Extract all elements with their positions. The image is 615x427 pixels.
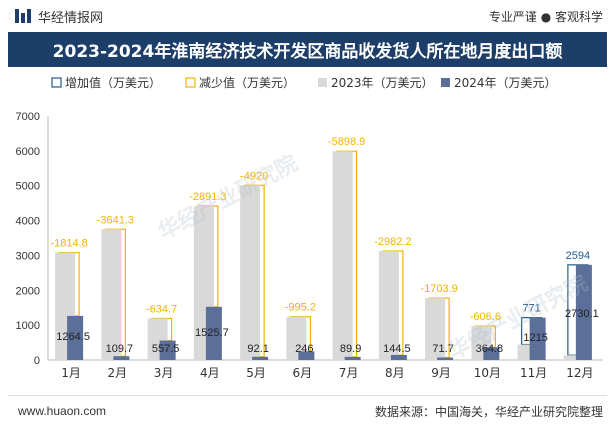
- x-tick-label: 9月: [431, 366, 451, 380]
- chart-area: 增加值（万美元） 减少值（万美元） 2023年（万美元） 2024年（万美元） 0 100…: [0, 68, 615, 390]
- value-label-2024: 89.9: [340, 343, 361, 355]
- change-label: -606.6: [470, 311, 501, 323]
- brand-logo-icon: [15, 9, 31, 23]
- footer-source: 数据来源：中国海关，华经产业研究院整理: [374, 405, 603, 419]
- bar-2023: [332, 151, 353, 360]
- value-label-2024: 92.1: [247, 343, 268, 355]
- legend-label: 减少值（万美元）: [199, 75, 295, 90]
- slogan: 专业严谨 ● 客观科学: [488, 10, 603, 24]
- legend-label: 2023年（万美元）: [331, 76, 434, 90]
- value-label-2024: 364.8: [476, 343, 504, 355]
- legend-swatch-increase: [51, 77, 62, 88]
- value-label-2024: 109.7: [106, 343, 134, 355]
- x-tick-label: 5月: [246, 366, 266, 380]
- bar-2024: [575, 264, 592, 360]
- value-label-2024: 246: [295, 343, 313, 355]
- bar-2024: [483, 347, 500, 360]
- legend-label: 2024年（万美元）: [454, 76, 557, 90]
- change-label: -634.7: [146, 303, 177, 315]
- x-tick-label: 7月: [339, 366, 359, 380]
- change-label: -2891.3: [189, 191, 226, 203]
- y-tick-label: 2000: [16, 285, 40, 297]
- change-label: 2594: [566, 250, 590, 262]
- value-label-2024: 2730.1: [565, 308, 599, 320]
- x-tick-label: 1月: [61, 366, 81, 380]
- y-tick-label: 6000: [16, 146, 40, 158]
- bar-2023: [563, 355, 584, 360]
- y-tick-label: 1000: [16, 320, 40, 332]
- y-tick-label: 0: [34, 355, 40, 367]
- brand[interactable]: 华经情报网: [14, 7, 104, 26]
- bar-2023: [240, 185, 261, 360]
- change-label: -1703.9: [420, 283, 457, 295]
- legend-swatch-2024: [441, 78, 450, 87]
- value-label-2024: 557.5: [152, 343, 180, 355]
- value-label-2024: 1525.7: [195, 327, 229, 339]
- bar-2024: [205, 306, 222, 360]
- value-label-2024: 1215: [523, 332, 547, 344]
- bar-2024: [67, 315, 84, 360]
- bar-2024: [390, 354, 407, 360]
- legend-swatch-2023: [318, 78, 327, 87]
- value-label-2024: 144.5: [383, 343, 411, 355]
- bar-2023: [101, 229, 122, 360]
- y-tick-label: 4000: [16, 216, 40, 228]
- bar-2024: [252, 356, 269, 360]
- top-bar: 华经情报网 专业严谨 ● 客观科学: [0, 0, 615, 32]
- x-tick-label: 12月: [566, 366, 593, 380]
- x-tick-label: 4月: [200, 366, 220, 380]
- change-label: 771: [522, 303, 540, 315]
- value-label-2024: 1264.5: [56, 331, 90, 343]
- bar-2024: [344, 356, 361, 360]
- legend-swatch-decrease: [185, 77, 196, 88]
- value-label-2024: 71.7: [432, 343, 453, 355]
- footer-url[interactable]: www.huaon.com: [18, 404, 107, 418]
- bar-chart: 增加值（万美元） 减少值（万美元） 2023年（万美元） 2024年（万美元） 0 100…: [16, 75, 603, 380]
- x-tick-label: 11月: [520, 366, 547, 380]
- change-label: -2982.2: [374, 236, 411, 248]
- footer: www.huaon.com 数据来源：中国海关，华经产业研究院整理: [8, 395, 607, 423]
- bar-2024: [113, 356, 130, 360]
- y-tick-label: 3000: [16, 250, 40, 262]
- brand-name: 华经情报网: [38, 10, 104, 26]
- bar-2024: [159, 340, 176, 360]
- x-tick-label: 3月: [154, 366, 174, 380]
- y-tick-label: 5000: [16, 181, 40, 193]
- legend-label: 增加值（万美元）: [65, 75, 161, 90]
- change-label: -995.2: [285, 302, 316, 314]
- bar-2023: [378, 251, 399, 360]
- change-label: -1814.8: [50, 238, 87, 250]
- bar-2024: [529, 317, 546, 360]
- change-label: -4920: [240, 170, 268, 182]
- bar-2024: [298, 351, 315, 360]
- y-tick-label: 7000: [16, 111, 40, 123]
- x-tick-label: 2月: [108, 366, 128, 380]
- change-label: -3641.3: [97, 214, 134, 226]
- chart-title: 2023-2024年淮南经济技术开发区商品收发货人所在地月度出口额: [8, 32, 607, 67]
- bar-2024: [437, 357, 454, 360]
- bar-2023: [425, 298, 446, 360]
- change-label: -5898.9: [328, 136, 365, 148]
- bar-2023: [286, 316, 307, 360]
- x-tick-label: 10月: [474, 366, 501, 380]
- x-tick-label: 8月: [385, 366, 405, 380]
- x-tick-label: 6月: [293, 366, 313, 380]
